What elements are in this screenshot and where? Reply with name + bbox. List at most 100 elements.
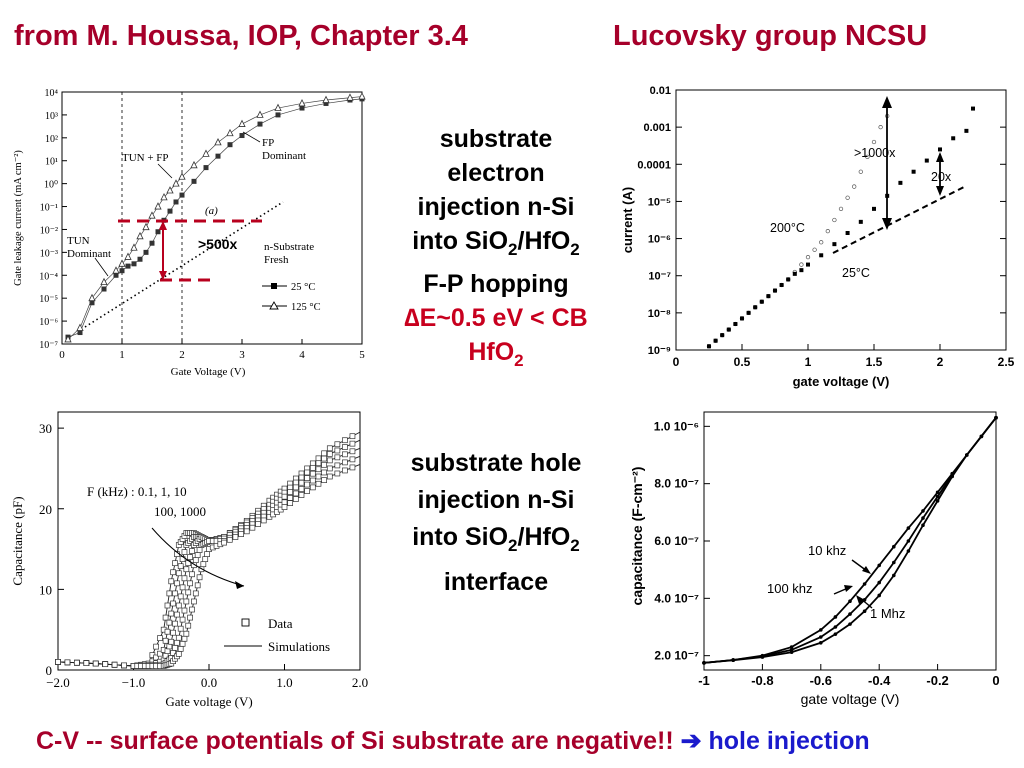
data-point-125c: [76, 323, 84, 331]
y-tick-label: 10⁻⁹: [648, 345, 671, 357]
annotation-1mhz: 1 Mhz: [870, 606, 905, 621]
data-point-125c: [130, 243, 138, 251]
data-point-25c: [215, 153, 221, 159]
data-point-125c: [298, 99, 306, 107]
data-point-25c: [779, 283, 784, 287]
data-point: [179, 584, 186, 591]
data-point: [153, 654, 159, 661]
y-tick-label: 30: [39, 421, 52, 436]
data-point: [121, 662, 127, 669]
data-point: [304, 469, 310, 476]
data-point: [342, 437, 348, 444]
data-point-25c: [720, 333, 725, 338]
annotation-frequencies: F (kHz) : 0.1, 1, 10: [87, 484, 187, 499]
data-point-25c: [766, 294, 771, 299]
data-point: [157, 635, 163, 642]
data-point: [157, 650, 163, 657]
data-point: [315, 473, 322, 480]
data-point: [166, 590, 173, 597]
data-point: [196, 574, 203, 581]
y-tick-label: 0: [46, 663, 53, 678]
x-tick-label: −1.0: [122, 675, 146, 690]
data-point: [255, 521, 261, 527]
data-point: [183, 598, 190, 605]
annotation-fp: FP: [262, 137, 274, 149]
data-point: [921, 523, 925, 528]
data-point-200c: [845, 195, 850, 200]
x-tick-label: 1.0: [276, 675, 292, 690]
electron-text-line: substrate: [439, 125, 553, 153]
data-point: [292, 484, 299, 491]
data-point: [74, 659, 80, 666]
data-point-125c: [214, 138, 222, 146]
data-point: [179, 640, 186, 647]
footer-text: C-V -- surface potentials of Si substrat…: [36, 727, 674, 755]
data-point: [177, 563, 184, 570]
data-point: [789, 650, 794, 655]
data-point-125c: [178, 172, 186, 180]
y-tick-label: 10³: [45, 111, 58, 122]
annotation-tun-dominant: Dominant: [67, 248, 111, 260]
data-point: [326, 473, 333, 480]
data-point: [172, 620, 178, 627]
data-point-200c: [799, 262, 804, 267]
data-point: [92, 660, 99, 667]
data-point: [326, 445, 333, 452]
data-point: [287, 489, 294, 495]
data-point-25c: [799, 268, 804, 273]
x-tick-label: 2: [937, 355, 944, 369]
data-point: [862, 609, 867, 614]
data-point: [172, 644, 178, 651]
data-point: [162, 637, 169, 644]
data-point-25c: [239, 133, 245, 139]
data-point: [819, 635, 823, 639]
data-point: [172, 590, 178, 597]
data-point: [309, 477, 316, 484]
data-point: [760, 655, 765, 659]
data-point: [55, 659, 61, 665]
data-point: [189, 548, 195, 554]
red-arrow-head-up: [159, 221, 167, 230]
data-point-200c: [825, 228, 830, 234]
legend-marker-data: [241, 618, 250, 627]
data-point: [164, 602, 171, 609]
legend-marker-25c: [271, 283, 277, 289]
footer-conclusion: C-V -- surface potentials of Si substrat…: [36, 726, 870, 756]
data-point: [164, 648, 171, 654]
tun-fp-pointer: [157, 163, 173, 179]
data-point-125c: [112, 266, 120, 274]
data-point: [187, 554, 193, 560]
data-point: [238, 531, 244, 537]
x-tick-label: -0.8: [751, 673, 773, 688]
data-point-25c: [137, 256, 143, 262]
data-point: [349, 440, 356, 447]
fp-pointer: [242, 131, 261, 143]
data-point-25c: [911, 169, 916, 174]
data-point: [196, 547, 203, 553]
data-point-25c: [726, 327, 731, 332]
y-tick-label: 10⁻³: [40, 248, 58, 259]
y-tick-label: 10⁻⁵: [39, 294, 58, 305]
annotation-tun: TUN: [67, 235, 90, 247]
data-point: [281, 493, 288, 500]
annotation-200c: 200°C: [770, 221, 805, 235]
data-point: [848, 599, 852, 603]
data-point-25c: [753, 305, 758, 310]
data-point: [848, 622, 852, 626]
data-point: [281, 499, 288, 506]
annotation-500x: >500x: [198, 236, 238, 252]
hole-text-line: substrate hole: [410, 449, 582, 477]
data-point: [166, 619, 173, 626]
x-axis-label: gate voltage (V): [801, 691, 900, 707]
electron-text-hfo2: HfO2: [468, 338, 524, 370]
y-axis-label: Gate leakage current (mA cm⁻²): [13, 150, 24, 286]
data-point-200c: [865, 154, 870, 160]
data-point: [950, 474, 954, 479]
data-point-25c: [125, 263, 131, 269]
data-point: [994, 415, 998, 420]
data-point: [194, 552, 201, 558]
data-point: [166, 643, 173, 650]
frequency-pointer: [151, 527, 245, 587]
data-point: [179, 616, 186, 623]
x-tick-label: 0.0: [201, 675, 217, 690]
